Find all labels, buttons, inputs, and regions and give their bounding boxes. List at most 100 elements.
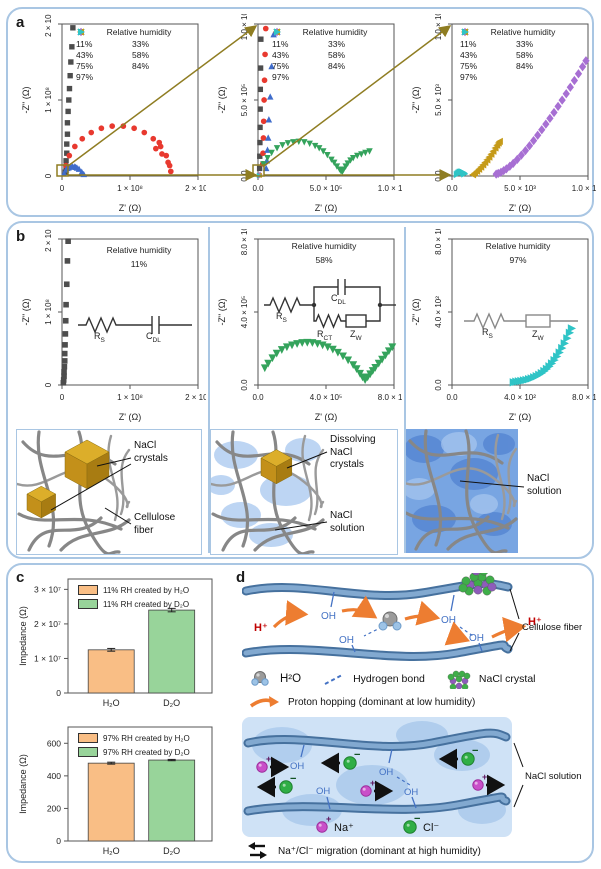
bar-D₂O bbox=[148, 609, 196, 694]
data-point bbox=[288, 341, 296, 350]
legend-item: 58% bbox=[461, 29, 572, 60]
legend-title: Relative humidity bbox=[490, 27, 556, 37]
data-point bbox=[378, 355, 387, 364]
data-point bbox=[72, 143, 78, 150]
fiber-strand bbox=[423, 429, 442, 547]
legend-label: 97% bbox=[272, 72, 290, 82]
data-point bbox=[69, 44, 75, 50]
series-58% bbox=[260, 138, 373, 176]
data-point bbox=[61, 373, 67, 380]
data-point bbox=[555, 348, 564, 357]
axis-text: -Z" (Ω) bbox=[411, 87, 421, 114]
axis-text: -Z" (Ω) bbox=[21, 87, 31, 114]
ion-highlight bbox=[282, 783, 286, 787]
bar-D₂O bbox=[148, 759, 196, 842]
data-point bbox=[560, 339, 569, 348]
legend-rh-value: 58% bbox=[315, 255, 333, 265]
data-point bbox=[61, 350, 68, 357]
axis-text: 8.0 × 10² bbox=[572, 393, 596, 402]
legend-item: 43% bbox=[460, 27, 516, 60]
legend-label: 97% RH created by D₂O bbox=[103, 747, 190, 757]
axis-text: H₂O bbox=[103, 698, 120, 708]
legend-title: Relative humidity bbox=[485, 241, 551, 251]
proton-hopping-label: Proton hopping (dominant at low humidity… bbox=[288, 696, 476, 708]
axis-text: 5.0 × 10⁵ bbox=[240, 84, 249, 116]
legend-label: 97% bbox=[460, 72, 478, 82]
plot-frame bbox=[67, 726, 213, 842]
panel-b-divider-2 bbox=[404, 227, 406, 553]
data-point bbox=[462, 28, 470, 36]
ion-charge-sign: + bbox=[370, 778, 375, 788]
data-point bbox=[521, 145, 530, 156]
fiber-strand bbox=[107, 434, 119, 522]
legend-label: 33% bbox=[328, 39, 346, 49]
bar-H₂O bbox=[87, 649, 135, 694]
ion-charge-sign: + bbox=[326, 814, 331, 824]
nacl-crystal-dissolving bbox=[260, 449, 293, 485]
bar-H₂O bbox=[87, 762, 135, 842]
legend-item: 11% RH created by H₂O bbox=[78, 583, 189, 597]
panel-d-label: d bbox=[236, 569, 246, 586]
data-point bbox=[66, 85, 73, 92]
chart-legend: Relative humidity 11% 33% 43% 58% 75% 84% 97% bbox=[76, 27, 202, 82]
axis-text: 4.0 × 10² bbox=[504, 393, 536, 402]
cellulose-fibers bbox=[402, 429, 518, 555]
panel-cd: c 0 1 × 10⁷ 2 × 10⁷ 3 × 10⁷ Impedance (Ω) H₂O… bbox=[6, 563, 594, 863]
data-point bbox=[349, 361, 358, 370]
ion-highlight bbox=[362, 787, 366, 791]
tri-right-marker-icon bbox=[78, 28, 86, 36]
chart-legend: Relative humidity 58% bbox=[260, 241, 388, 265]
data-point bbox=[65, 108, 71, 115]
cl-ion bbox=[343, 756, 357, 770]
data-point bbox=[257, 139, 263, 146]
legend-title: Relative humidity bbox=[106, 245, 172, 255]
ion-charge-sign: + bbox=[266, 754, 271, 764]
data-point bbox=[529, 135, 538, 146]
axis-text: 1 × 10⁷ bbox=[34, 653, 61, 663]
data-point bbox=[257, 124, 263, 131]
legend-item: 58% bbox=[273, 29, 384, 60]
data-point bbox=[131, 125, 137, 132]
fiber-strand bbox=[230, 430, 249, 548]
ion-highlight bbox=[258, 763, 262, 767]
schematic-legend-row-2: Proton hopping (dominant at low humidity… bbox=[248, 693, 475, 711]
data-point bbox=[163, 152, 170, 159]
data-point bbox=[295, 138, 303, 145]
data-point bbox=[166, 162, 173, 169]
hydrogen-bond-label: Hydrogen bond bbox=[353, 673, 425, 685]
axis-text: Z' (Ω) bbox=[119, 412, 141, 422]
fiber-strand bbox=[404, 511, 510, 530]
axis-text: 8.0 × 10² bbox=[434, 229, 443, 255]
legend-item: 84% bbox=[272, 28, 384, 71]
axis-text: 1.0 × 10⁴ bbox=[572, 184, 596, 193]
data-point bbox=[261, 77, 268, 84]
data-point bbox=[344, 356, 353, 365]
hydrogen-bond-icon bbox=[324, 674, 343, 685]
legend-label: 11% RH created by D₂O bbox=[103, 599, 190, 609]
data-point bbox=[79, 135, 86, 142]
legend-swatch bbox=[78, 599, 98, 609]
label-nacl-solution: NaCl solution bbox=[330, 510, 365, 534]
label-cdl: CDL bbox=[331, 293, 346, 306]
legend-label: 84% bbox=[132, 61, 150, 71]
axis-text: Z' (Ω) bbox=[315, 412, 337, 422]
proton-label: H⁺ bbox=[254, 622, 268, 634]
data-point bbox=[273, 145, 281, 152]
legend-item: 97% RH created by D₂O bbox=[78, 745, 190, 759]
axis-text: 1 × 10⁸ bbox=[44, 87, 53, 113]
label-rs: RS bbox=[482, 327, 493, 340]
axis-text: 0 bbox=[44, 382, 53, 387]
cube-right bbox=[41, 493, 56, 519]
tri-right-marker-icon bbox=[462, 28, 470, 36]
cl-ion bbox=[461, 752, 475, 766]
chart-legend: Relative humidity 11% 33% 43% 58% 75% 84% 97% bbox=[460, 27, 586, 82]
data-point bbox=[262, 51, 268, 58]
data-point bbox=[258, 36, 264, 42]
data-point bbox=[64, 120, 71, 126]
legend-rh-value: 97% bbox=[509, 255, 527, 265]
data-point bbox=[381, 351, 390, 360]
cellulose-fiber-label: Cellulose fiber bbox=[522, 622, 582, 633]
legend-item: 97% bbox=[460, 28, 516, 82]
axis-text: 4.0 × 10² bbox=[434, 296, 443, 328]
data-point bbox=[153, 145, 159, 152]
